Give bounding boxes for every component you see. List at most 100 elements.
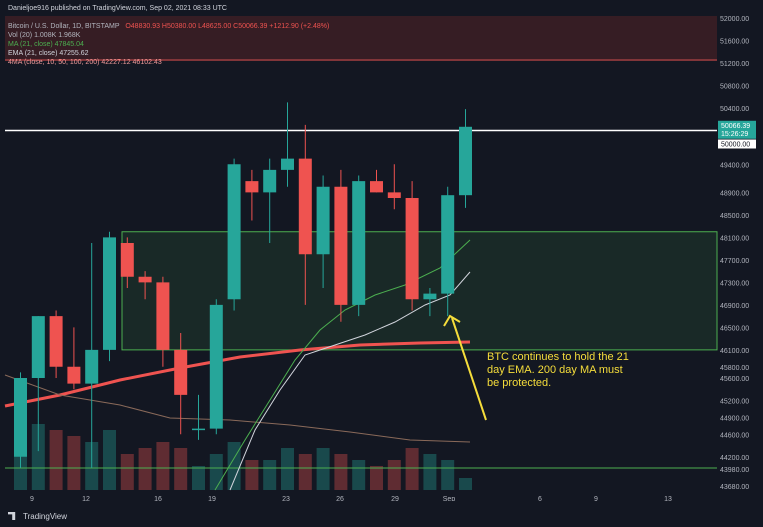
candle-body[interactable] — [441, 195, 455, 294]
price-tick-label: 44900.00 — [720, 415, 749, 422]
ma-text: MA (21, close) 47845.04 — [8, 41, 84, 48]
volume-bar — [405, 448, 419, 490]
volume-bar — [49, 430, 63, 490]
candle-body[interactable] — [405, 198, 419, 300]
volume-bar — [120, 454, 134, 490]
volume-bar — [298, 454, 312, 490]
volume-bar — [138, 448, 152, 490]
volume-bar — [316, 448, 330, 490]
time-tick-label: 26 — [336, 496, 344, 503]
volume-bar — [174, 448, 188, 490]
publisher-line: Danieljoe916 published on TradingView.co… — [8, 5, 227, 12]
time-tick-label: 23 — [282, 496, 290, 503]
resistance-badge[interactable] — [718, 139, 756, 149]
price-tick-label: 45200.00 — [720, 399, 749, 406]
candle-body[interactable] — [387, 192, 401, 198]
tradingview-brand[interactable]: TradingView — [8, 512, 67, 521]
price-tick-label: 51600.00 — [720, 39, 749, 46]
volume-bar — [227, 442, 241, 490]
candle-body[interactable] — [209, 304, 223, 429]
volume-bar — [281, 448, 294, 490]
candle-body[interactable] — [459, 126, 472, 196]
candle-body[interactable] — [316, 186, 330, 255]
candle-body[interactable] — [85, 349, 99, 384]
time-tick-label: 29 — [391, 496, 399, 503]
candle-body[interactable] — [49, 316, 63, 367]
volume-bar — [352, 460, 366, 490]
price-tick-label: 48100.00 — [720, 235, 749, 242]
volume-bar — [31, 424, 45, 490]
price-tick-label: 44600.00 — [720, 432, 749, 439]
volume-bar — [156, 442, 170, 490]
tradingview-logo-icon — [8, 512, 16, 520]
annotation-arrow — [443, 314, 487, 421]
price-axis[interactable]: 43680.00 43980.00 44200.00 44600.00 44900.00… — [718, 16, 756, 491]
price-tick-label: 48500.00 — [720, 213, 749, 220]
time-axis[interactable]: 9 12 16 19 23 26 29 Sep 6 9 13 — [30, 496, 672, 503]
candle-body[interactable] — [352, 181, 366, 305]
candles-layer — [14, 102, 472, 468]
price-tick-label: 50400.00 — [720, 106, 749, 113]
candle-body[interactable] — [31, 316, 45, 378]
time-tick-label: Sep — [443, 496, 456, 503]
header-band — [5, 16, 717, 59]
volume-bar — [387, 460, 401, 490]
candle-body[interactable] — [334, 186, 348, 305]
candle-body[interactable] — [192, 428, 205, 431]
price-tick-label: 51200.00 — [720, 61, 749, 68]
volume-text: Vol (20) 1.008K 1.968K — [8, 32, 81, 39]
brand-text: TradingView — [23, 512, 68, 521]
fourma-text: 4MA (close, 10, 50, 100, 200) 42227.12 4… — [8, 59, 162, 66]
candle-body[interactable] — [174, 349, 188, 395]
candle-body[interactable] — [245, 181, 259, 193]
price-tick-label: 43980.00 — [720, 467, 749, 474]
ma-indicator: MA (21, close) 47845.04 — [8, 40, 84, 49]
time-tick-label: 9 — [594, 496, 598, 503]
time-tick-label: 12 — [82, 496, 90, 503]
fourma-indicator: 4MA (close, 10, 50, 100, 200) 42227.12 4… — [8, 58, 162, 67]
candle-body[interactable] — [370, 181, 383, 193]
ohlc-values: O48830.93 H50380.00 L48625.00 C50066.39 … — [125, 23, 330, 30]
current-price-badge[interactable] — [718, 120, 756, 139]
price-tick-label: 45800.00 — [720, 365, 749, 372]
time-tick-label: 13 — [664, 496, 672, 503]
candle-body[interactable] — [263, 169, 277, 193]
symbol-name: Bitcoin / U.S. Dollar, 1D, BITSTAMP — [8, 23, 120, 30]
volume-bar — [441, 460, 455, 490]
price-tick-label: 47700.00 — [720, 258, 749, 265]
volume-bar — [263, 460, 277, 490]
footer-bar: TradingView — [0, 501, 763, 527]
price-tick-label: 46900.00 — [720, 303, 749, 310]
candle-body[interactable] — [156, 282, 170, 350]
volume-bar — [67, 436, 81, 490]
volume-bar — [103, 430, 116, 490]
time-tick-label: 9 — [30, 496, 34, 503]
candle-body[interactable] — [120, 243, 134, 277]
price-tick-label: 50800.00 — [720, 84, 749, 91]
price-tick-label: 49400.00 — [720, 162, 749, 169]
volume-indicator: Vol (20) 1.008K 1.968K — [8, 31, 80, 40]
price-tick-label: 45600.00 — [720, 376, 749, 383]
candle-body[interactable] — [298, 158, 312, 255]
candle-body[interactable] — [227, 164, 241, 300]
candle-body[interactable] — [67, 366, 81, 384]
volume-bar — [245, 460, 259, 490]
candle-body[interactable] — [423, 293, 437, 300]
candle-body[interactable] — [14, 378, 27, 457]
price-tick-label: 43680.00 — [720, 484, 749, 491]
volume-bar — [192, 466, 205, 490]
candle-body[interactable] — [103, 237, 116, 350]
volume-bar — [370, 466, 383, 490]
countdown-label: 15:26:29 — [721, 131, 748, 138]
ema-indicator: EMA (21, close) 47255.62 — [8, 49, 89, 58]
candle-body[interactable] — [281, 158, 294, 170]
volume-bar — [423, 454, 437, 490]
ema-200-line — [4, 340, 471, 408]
price-tick-label: 46500.00 — [720, 325, 749, 332]
price-tick-label: 47300.00 — [720, 280, 749, 287]
ema-text: EMA (21, close) 47255.62 — [8, 50, 89, 57]
price-tick-label: 44200.00 — [720, 455, 749, 462]
candle-body[interactable] — [138, 276, 152, 283]
price-tick-label: 52000.00 — [720, 16, 749, 23]
